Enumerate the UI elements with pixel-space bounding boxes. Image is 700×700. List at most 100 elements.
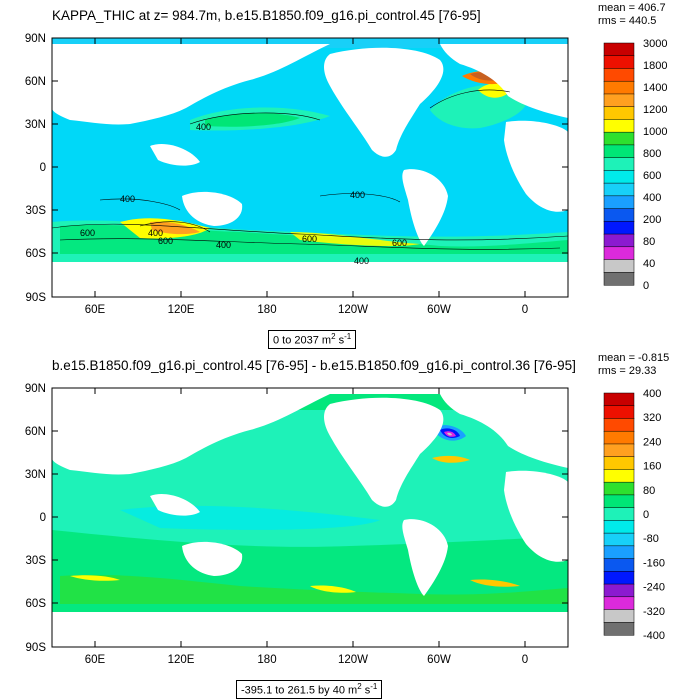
- bottom-axis-ticks: [52, 387, 568, 648]
- contour-label: 400: [216, 240, 231, 250]
- lon-label: 60W: [427, 654, 451, 666]
- bottom-plot-title: b.e15.B1850.f09_g16.pi_control.45 [76-95…: [52, 358, 576, 373]
- colorbar-swatch: [603, 195, 635, 210]
- colorbar-label: 40: [643, 258, 655, 270]
- colorbar-swatch: [603, 42, 635, 57]
- colorbar-swatch: [603, 609, 635, 623]
- top-axis-ticks: [52, 37, 568, 298]
- colorbar-label: 200: [643, 214, 661, 226]
- lat-label: 60N: [25, 426, 46, 438]
- top-lat-labels: 90N 60N 30N 0 30S 60S 90S: [25, 33, 46, 304]
- top-map-svg: 400 400 400 600 400 600 400 600 600 400: [25, 33, 668, 316]
- colorbar-swatch: [603, 532, 635, 547]
- colorbar-swatch: [603, 182, 635, 197]
- land-maritime: [150, 493, 200, 516]
- colorbar-label: 1000: [643, 126, 667, 138]
- lat-label: 60N: [25, 76, 46, 88]
- lat-label: 90N: [25, 383, 46, 395]
- colorbar-swatch: [603, 622, 635, 636]
- contour-label: 400: [350, 190, 365, 200]
- land-australia: [182, 191, 243, 226]
- contour-labels: 400 400 400 600 400 600 400 600 600 400: [80, 122, 407, 266]
- colorbar-swatch: [603, 494, 635, 509]
- lat-label: 60S: [26, 598, 47, 610]
- bottom-range-text: -395.1 to 261.5 by 40 m: [241, 684, 358, 697]
- lat-label: 30S: [26, 555, 47, 567]
- top-map-panel: KAPPA_THIC at z= 984.7m, b.e15.B1850.f09…: [25, 2, 668, 349]
- colorbar-swatch: [603, 456, 635, 470]
- lon-label: 180: [257, 654, 276, 666]
- colorbar-swatch: [603, 157, 635, 171]
- bottom-map-panel: b.e15.B1850.f09_g16.pi_control.45 [76-95…: [0, 350, 700, 700]
- colorbar-label: 1200: [643, 104, 667, 116]
- lon-label: 120E: [168, 304, 195, 316]
- colorbar-label: -400: [643, 630, 665, 642]
- colorbar-swatch: [603, 469, 635, 483]
- lon-label: 120E: [168, 654, 195, 666]
- top-range-unit: s: [335, 334, 345, 347]
- lat-label: 90S: [26, 642, 47, 654]
- land-maritime: [150, 143, 200, 166]
- colorbar-swatch: [603, 170, 635, 184]
- land-eurasia: [52, 394, 330, 475]
- colorbar-swatch: [603, 558, 635, 572]
- contour-label: 600: [80, 228, 95, 238]
- colorbar-swatch: [603, 80, 635, 95]
- colorbar-swatch: [603, 596, 635, 611]
- lon-label: 0: [522, 304, 528, 316]
- colorbar-swatch: [603, 259, 635, 273]
- top-stats: mean = 406.7 rms = 440.5: [598, 2, 666, 28]
- top-map-field: 400 400 400 600 400 600 400 600 600 400: [52, 38, 568, 297]
- colorbar-label: 400: [643, 192, 661, 204]
- colorbar-label: 3000: [643, 38, 667, 50]
- colorbar-swatch: [603, 208, 635, 222]
- colorbar-swatch: [603, 520, 635, 534]
- contour-label: 400: [148, 228, 163, 238]
- lat-label: 30N: [25, 119, 46, 131]
- colorbar-label: 80: [643, 236, 655, 248]
- colorbar-swatch: [603, 418, 635, 432]
- lon-label: 120W: [338, 304, 368, 316]
- contour-label: 600: [302, 234, 317, 244]
- colorbar-swatch: [603, 93, 635, 108]
- bottom-rms-stat: rms = 29.33: [598, 365, 657, 377]
- land-antarctica: [52, 262, 568, 297]
- land-south-america: [402, 519, 448, 596]
- colorbar-swatch: [603, 583, 635, 598]
- land-north-america: [324, 47, 444, 157]
- lat-label: 90S: [26, 292, 47, 304]
- colorbar-label: 800: [643, 148, 661, 160]
- land-south-america: [402, 169, 448, 246]
- land-antarctica: [52, 612, 568, 647]
- lon-label: 120W: [338, 654, 368, 666]
- top-plot-title: KAPPA_THIC at z= 984.7m, b.e15.B1850.f09…: [52, 8, 481, 23]
- contour-label: 400: [120, 194, 135, 204]
- land-australia: [182, 541, 243, 576]
- colorbar-swatch: [603, 443, 635, 458]
- colorbar-swatch: [603, 106, 635, 120]
- contour-label: 400: [196, 122, 211, 132]
- colorbar-label: 400: [643, 388, 661, 400]
- top-range-box: 0 to 2037 m2 s-1: [268, 330, 357, 349]
- contour-label: 600: [158, 236, 173, 246]
- lat-label: 60S: [26, 248, 47, 260]
- lat-label: 30S: [26, 205, 47, 217]
- colorbar-label: 0: [643, 280, 649, 292]
- colorbar-label: -240: [643, 582, 665, 594]
- colorbar-swatch: [603, 507, 635, 521]
- colorbar-swatch: [603, 430, 635, 445]
- colorbar-label: 80: [643, 485, 655, 497]
- colorbar-label: 1400: [643, 82, 667, 94]
- top-range-text: 0 to 2037 m: [273, 334, 332, 347]
- colorbar-label: 160: [643, 461, 661, 473]
- lon-label: 60E: [85, 654, 106, 666]
- top-lon-labels: 60E 120E 180 120W 60W 0: [85, 304, 528, 316]
- land-greenland: [446, 44, 487, 65]
- colorbar-swatch: [603, 246, 635, 261]
- land-africa: [504, 470, 568, 562]
- bottom-map-svg: 90N 60N 30N 0 30S 60S 90S 60E 120E 180 1…: [25, 383, 665, 666]
- land-eurasia: [52, 44, 330, 125]
- colorbar-swatch: [603, 392, 635, 407]
- bottom-lon-labels: 60E 120E 180 120W 60W 0: [85, 654, 528, 666]
